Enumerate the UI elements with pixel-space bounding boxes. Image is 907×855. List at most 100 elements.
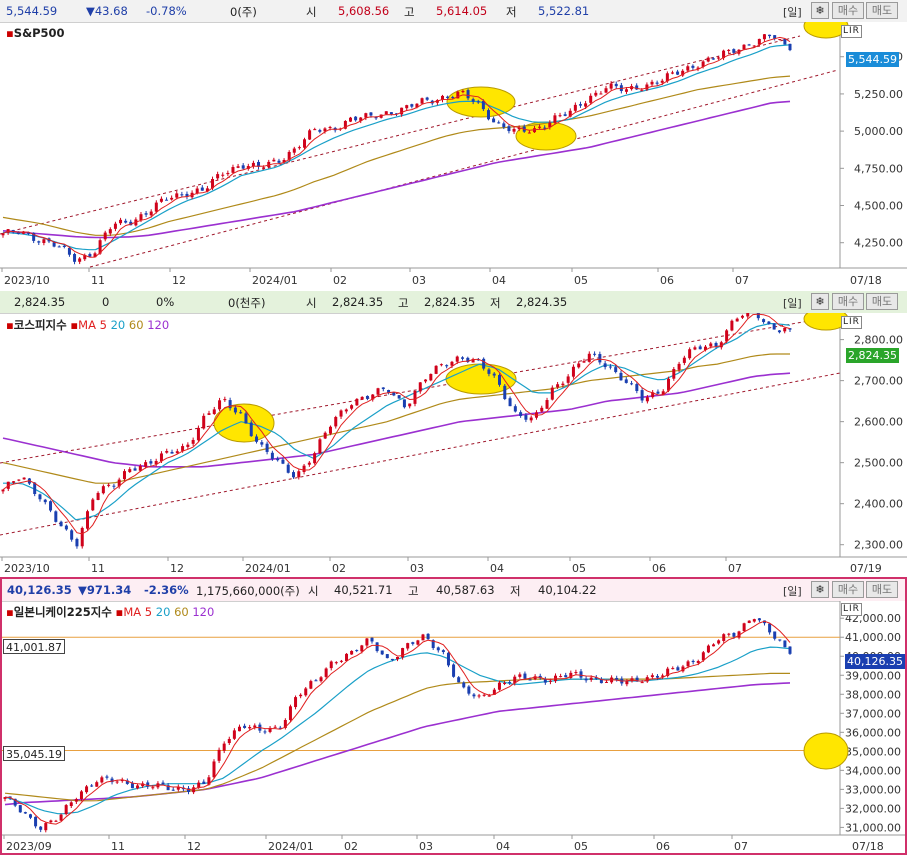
candle-body (740, 315, 744, 318)
candle-body (492, 373, 496, 376)
candle-body (747, 620, 751, 623)
buy-button[interactable]: 매수 (832, 293, 864, 310)
candle-body (212, 761, 216, 778)
candle-body (396, 656, 399, 660)
candle-body (107, 484, 111, 486)
candle-body (411, 642, 415, 644)
hline-label-upper: 41,001.87 (3, 639, 65, 654)
candle-body (339, 410, 343, 417)
lir-toggle[interactable]: LIR (841, 603, 862, 616)
candle-body (304, 688, 308, 696)
candle-body (276, 458, 280, 461)
candle-body (462, 682, 466, 688)
candle-body (21, 231, 25, 234)
sell-button[interactable]: 매도 (866, 2, 898, 19)
y-axis-area (840, 601, 905, 853)
candle-body (223, 399, 227, 401)
gear-icon[interactable]: ❄ (811, 2, 829, 19)
gear-icon[interactable]: ❄ (811, 581, 829, 598)
candle-body (788, 43, 792, 51)
candle-body (461, 357, 465, 359)
candle-body (195, 188, 199, 194)
ma60-label: 60 (174, 605, 189, 619)
candle-body (197, 782, 201, 788)
lir-toggle[interactable]: LIR (841, 316, 862, 329)
sell-button[interactable]: 매도 (866, 293, 898, 310)
x-tick-label: 11 (111, 840, 125, 853)
x-tick-label: 04 (492, 274, 506, 287)
current-price: 40,126.35 (7, 583, 72, 597)
lir-toggle[interactable]: LIR (841, 25, 862, 38)
open-value: 5,608.56 (338, 4, 390, 18)
candle-body (119, 219, 123, 224)
buy-button[interactable]: 매수 (832, 581, 864, 598)
period-selector[interactable]: [일] (783, 585, 802, 598)
candle-body (737, 631, 741, 638)
highlight-ellipse (213, 403, 275, 443)
candle-body (138, 466, 142, 471)
candle-body (128, 469, 132, 473)
candle-body (661, 675, 665, 677)
low-value: 5,522.81 (538, 4, 590, 18)
period-selector[interactable]: [일] (783, 297, 802, 310)
candle-body (788, 646, 792, 654)
candle-body (154, 202, 158, 212)
candle-body (3, 797, 7, 799)
candle-body (725, 330, 729, 342)
candle-body (681, 666, 685, 672)
candle-body (339, 660, 343, 662)
candle-body (334, 662, 338, 664)
candle-body (561, 383, 565, 386)
candle-body (773, 35, 777, 39)
candle-body (318, 130, 322, 132)
ma20-line (4, 646, 791, 815)
candle-body (54, 511, 58, 522)
candle-body (513, 406, 517, 412)
candle-body (273, 726, 277, 728)
y-tick-label: 5,000.00 (854, 125, 903, 138)
candle-body (292, 472, 296, 478)
y-tick-label: 4,750.00 (854, 162, 903, 175)
candle-body (217, 749, 221, 761)
candle-body (39, 826, 43, 830)
candle-body (216, 174, 220, 179)
candle-body (477, 695, 481, 697)
candle-body (202, 781, 206, 784)
candle-body (370, 637, 374, 642)
x-tick-label: 03 (412, 274, 426, 287)
candle-body (141, 783, 145, 787)
high-value: 5,614.05 (436, 4, 488, 18)
candle-body (149, 211, 153, 216)
candle-body (455, 356, 459, 362)
candle-body (133, 468, 137, 471)
candle-body (701, 61, 705, 67)
candle-body (44, 823, 48, 831)
buy-button[interactable]: 매수 (832, 2, 864, 19)
period-selector[interactable]: [일] (783, 6, 802, 19)
candle-body (456, 91, 460, 99)
candle-body (251, 162, 255, 167)
x-tick-label: 07/19 (850, 562, 882, 575)
sell-button[interactable]: 매도 (866, 581, 898, 598)
candle-body (355, 398, 359, 406)
gear-icon[interactable]: ❄ (811, 293, 829, 310)
candle-body (115, 781, 119, 783)
candle-body (105, 776, 109, 778)
candle-body (486, 110, 490, 120)
trend-channel-line (0, 372, 841, 536)
candle-body (13, 798, 17, 806)
candle-body (722, 634, 726, 641)
candle-body (159, 198, 163, 202)
candle-body (360, 396, 364, 400)
candle-body (354, 116, 358, 121)
ma-prefix: MA (78, 318, 96, 332)
candle-body (517, 127, 521, 130)
candle-body (196, 427, 200, 441)
candle-body (614, 83, 618, 87)
candle-body (302, 465, 306, 472)
candle-body (139, 214, 143, 221)
candle-body (323, 128, 327, 132)
ma120-label: 120 (147, 318, 170, 332)
ma120-line (4, 682, 791, 806)
candle-body (640, 682, 644, 684)
